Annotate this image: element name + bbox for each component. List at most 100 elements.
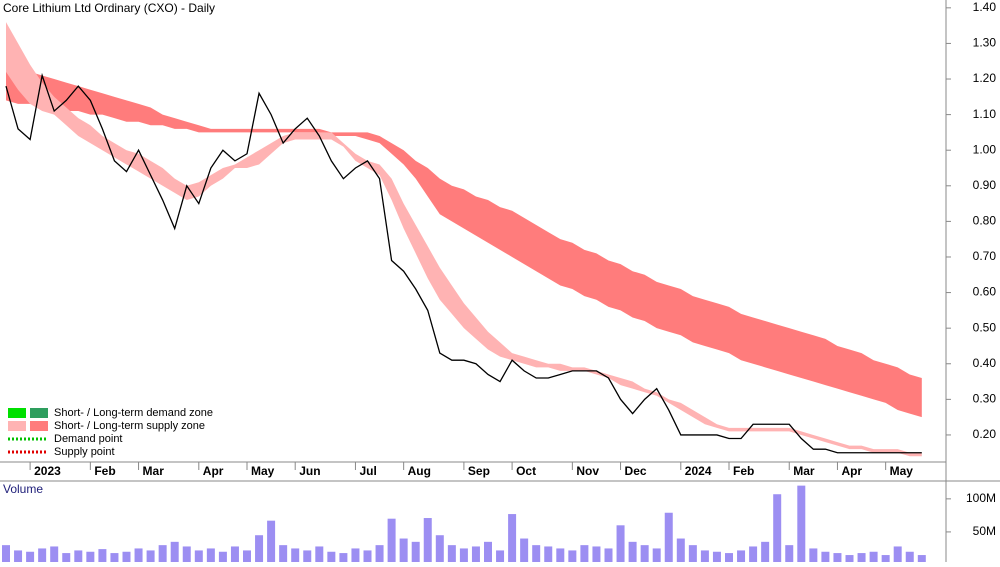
y-tick-label: 1.00 [973,142,997,156]
band [6,64,922,418]
volume-bar [110,553,119,562]
volume-bar [556,548,565,562]
volume-bar [158,545,167,562]
bands [6,22,922,457]
volume-bar [797,485,806,562]
volume-bar [845,555,854,562]
y-tick-label: 0.90 [973,178,997,192]
y-tick-label: 1.40 [973,0,997,14]
y-tick-label: 0.30 [973,392,997,406]
volume-bar [640,545,649,562]
volume-bar [761,541,770,562]
volume-bar [592,546,601,562]
x-tick-label: Oct [516,464,536,478]
volume-bar [809,548,818,562]
price-line [5,72,922,454]
x-tick-label: Apr [203,464,224,478]
volume-bar [616,525,625,562]
x-tick-label: May [251,464,275,478]
y-tick-label: 0.50 [973,320,997,334]
volume-bar [905,551,914,562]
volume-bar [700,550,709,562]
volume-bar [737,550,746,562]
volume-tick-label: 50M [973,524,996,538]
legend-label: Short- / Long-term supply zone [54,420,205,432]
volume-bar [447,545,456,562]
volume-bar [206,548,215,562]
volume-bar [423,518,432,562]
legend-swatch [8,408,26,418]
volume-bar [14,550,23,562]
volume-bar [484,541,492,562]
x-tick-label: Aug [408,464,431,478]
volume-bar [134,548,143,562]
volume-bar [303,550,312,562]
y-tick-label: 1.20 [973,71,997,85]
legend-label: Short- / Long-term demand zone [54,407,213,419]
x-tick-label: 2024 [685,464,712,478]
x-tick-label: May [890,464,914,478]
volume-bar [218,551,227,562]
x-tick-label: Jun [299,464,320,478]
volume-bar [50,546,59,562]
x-tick-label: Jul [359,464,376,478]
volume-label: Volume [3,482,43,496]
volume-bar [339,553,348,562]
axes: 1.40 1.30 1.20 1.10 1.00 0.90 0.80 0.70 0.60 0.50… [29,0,997,538]
volume-tick-label: 100M [966,491,996,505]
volume-bar [604,548,613,562]
volume-bar [2,545,10,562]
volume-bar [532,545,541,562]
legend-label: Demand point [54,433,123,445]
volume-bar [194,550,203,562]
volume-bar [580,545,589,562]
y-tick-label: 1.10 [973,107,997,121]
volume-bar [869,551,878,562]
y-tick-label: 0.40 [973,356,997,370]
y-tick-label: 0.60 [973,285,997,299]
x-tick-label: Sep [468,464,490,478]
volume-bar [351,548,360,562]
volume-bar [471,546,480,562]
legend-swatch [8,421,26,431]
volume-bar [821,551,830,562]
volume-bar [568,550,577,562]
chart-title: Core Lithium Ltd Ordinary (CXO) - Daily [3,1,215,15]
volume-bar [146,550,155,562]
x-tick-label: Mar [143,464,165,478]
volume-bar [38,548,47,562]
volume-bar [26,551,35,562]
volume-bar [255,535,264,562]
x-tick-label: Nov [576,464,599,478]
volume-bar [98,549,107,562]
volume-bar [664,512,673,562]
x-tick-label: Apr [841,464,862,478]
volume-bar [520,538,529,562]
volume-bar [496,550,505,562]
volume-bar [387,518,396,562]
x-tick-label: Mar [793,464,815,478]
volume-bar [459,548,468,562]
volume-bar [749,546,758,562]
volume-bar [182,546,191,562]
volume-bar [652,548,661,562]
y-tick-label: 0.80 [973,214,997,228]
volume-bar [291,548,300,562]
legend-swatch [30,408,48,418]
volume-bar [435,535,444,562]
volume-bar [544,546,553,562]
volume-bar [773,494,782,562]
volume-bar [279,545,288,562]
x-tick-label: Dec [625,464,647,478]
legend-swatch [30,421,48,431]
volume-bar [508,514,517,562]
price [5,72,922,454]
volume-bar [267,520,276,562]
y-tick-label: 0.70 [973,249,997,263]
volume-bar [363,550,372,562]
volume-bar [399,538,408,562]
y-tick-label: 0.20 [973,427,997,441]
volume-bar [74,550,83,562]
